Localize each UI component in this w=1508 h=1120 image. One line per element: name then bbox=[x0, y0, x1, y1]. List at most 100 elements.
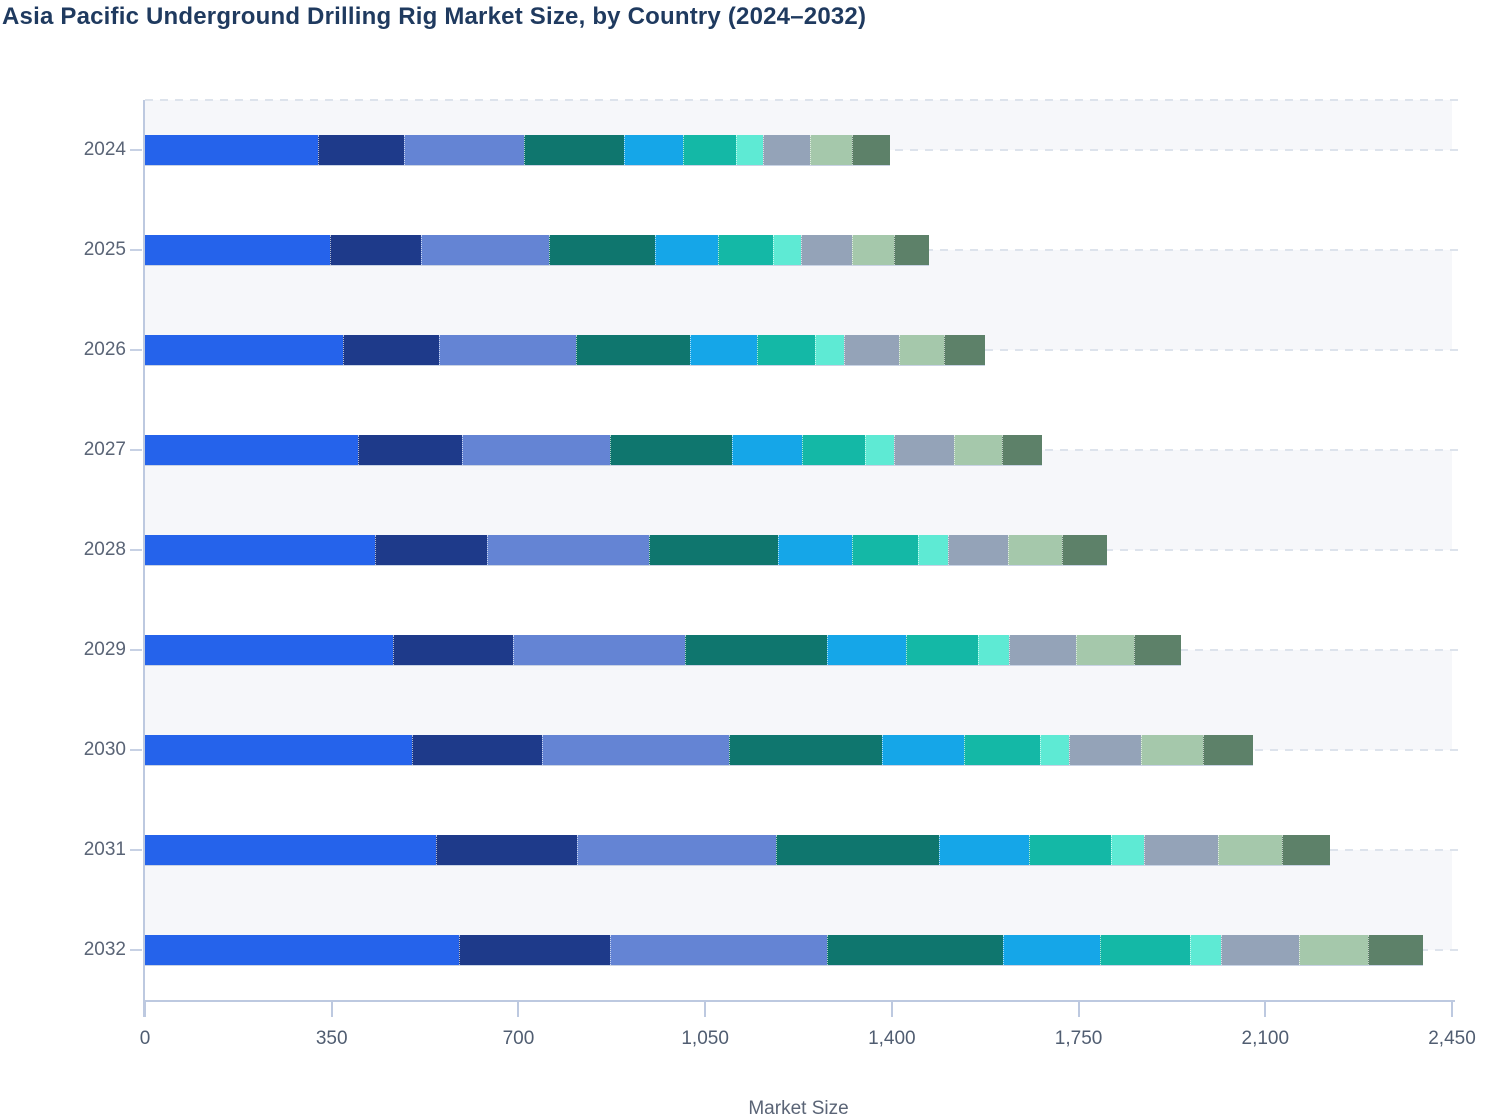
y-tick-label-2030: 2030 bbox=[83, 739, 126, 760]
bar-segment-2026-s5[interactable] bbox=[690, 335, 758, 365]
bar-segment-2031-s10[interactable] bbox=[1282, 835, 1331, 865]
bar-segment-2024-s4[interactable] bbox=[523, 135, 625, 165]
bar-segment-2025-s9[interactable] bbox=[851, 235, 895, 265]
bar-segment-2029-s5[interactable] bbox=[826, 635, 906, 665]
bar-segment-2029-s8[interactable] bbox=[1008, 635, 1077, 665]
x-tick-label: 0 bbox=[139, 1028, 151, 1049]
bar-segment-2031-s1[interactable] bbox=[145, 835, 436, 865]
bar-segment-2026-s7[interactable] bbox=[814, 335, 844, 365]
x-tick-label: 700 bbox=[502, 1028, 535, 1049]
bar-segment-2028-s9[interactable] bbox=[1008, 535, 1062, 565]
bar-segment-2026-s1[interactable] bbox=[145, 335, 343, 365]
bar-segment-2029-s3[interactable] bbox=[512, 635, 685, 665]
bar-segment-2024-s9[interactable] bbox=[809, 135, 853, 165]
bar-segment-2032-s9[interactable] bbox=[1299, 935, 1369, 965]
bar-segment-2032-s6[interactable] bbox=[1099, 935, 1191, 965]
bar-segment-2028-s3[interactable] bbox=[486, 535, 650, 565]
bar-segment-2025-s4[interactable] bbox=[549, 235, 655, 265]
bar-segment-2030-s3[interactable] bbox=[541, 735, 730, 765]
bar-segment-2027-s1[interactable] bbox=[145, 435, 358, 465]
x-tick bbox=[517, 1002, 520, 1017]
bar-segment-2025-s3[interactable] bbox=[421, 235, 550, 265]
bar-segment-2025-s5[interactable] bbox=[654, 235, 718, 265]
bar-segment-2032-s1[interactable] bbox=[145, 935, 460, 965]
bar-segment-2025-s7[interactable] bbox=[772, 235, 801, 265]
bar-segment-2031-s3[interactable] bbox=[577, 835, 776, 865]
bar-segment-2030-s7[interactable] bbox=[1040, 735, 1070, 765]
bar-segment-2025-s6[interactable] bbox=[717, 235, 773, 265]
bar-segment-2030-s1[interactable] bbox=[145, 735, 413, 765]
bar-segment-2028-s10[interactable] bbox=[1061, 535, 1108, 565]
bar-segment-2031-s9[interactable] bbox=[1218, 835, 1283, 865]
bar-segment-2031-s6[interactable] bbox=[1029, 835, 1112, 865]
bar-segment-2028-s7[interactable] bbox=[917, 535, 949, 565]
bar-segment-2029-s2[interactable] bbox=[393, 635, 513, 665]
bar-segment-2025-s2[interactable] bbox=[329, 235, 422, 265]
bar-segment-2028-s4[interactable] bbox=[649, 535, 778, 565]
bar-segment-2030-s8[interactable] bbox=[1069, 735, 1142, 765]
bar-segment-2032-s3[interactable] bbox=[610, 935, 827, 965]
bar-segment-2027-s4[interactable] bbox=[609, 435, 732, 465]
bar-segment-2030-s2[interactable] bbox=[412, 735, 542, 765]
bar-segment-2031-s4[interactable] bbox=[775, 835, 940, 865]
bar-segment-2030-s5[interactable] bbox=[881, 735, 965, 765]
bar-segment-2025-s1[interactable] bbox=[145, 235, 330, 265]
bar-segment-2026-s2[interactable] bbox=[342, 335, 439, 365]
bar-segment-2029-s7[interactable] bbox=[978, 635, 1009, 665]
bar-segment-2028-s1[interactable] bbox=[145, 535, 375, 565]
bar-segment-2026-s10[interactable] bbox=[944, 335, 985, 365]
bar-segment-2024-s3[interactable] bbox=[403, 135, 524, 165]
bar-segment-2027-s3[interactable] bbox=[462, 435, 610, 465]
x-tick-label: 1,050 bbox=[681, 1028, 729, 1049]
bar-segment-2024-s5[interactable] bbox=[624, 135, 683, 165]
bar-segment-2026-s6[interactable] bbox=[757, 335, 815, 365]
bar-segment-2026-s3[interactable] bbox=[438, 335, 577, 365]
bar-segment-2032-s5[interactable] bbox=[1002, 935, 1100, 965]
bar-segment-2029-s10[interactable] bbox=[1134, 635, 1181, 665]
bar-segment-2027-s10[interactable] bbox=[1001, 435, 1042, 465]
bar-segment-2027-s5[interactable] bbox=[731, 435, 803, 465]
bar-segment-2027-s2[interactable] bbox=[357, 435, 463, 465]
bar-segment-2024-s10[interactable] bbox=[852, 135, 890, 165]
bar-segment-2029-s1[interactable] bbox=[145, 635, 394, 665]
bar-segment-2032-s4[interactable] bbox=[826, 935, 1003, 965]
bar-segment-2028-s2[interactable] bbox=[374, 535, 487, 565]
bar-segment-2030-s6[interactable] bbox=[964, 735, 1041, 765]
bar-segment-2027-s9[interactable] bbox=[953, 435, 1002, 465]
bar-segment-2031-s2[interactable] bbox=[435, 835, 578, 865]
bar-segment-2030-s10[interactable] bbox=[1202, 735, 1253, 765]
bar-segment-2026-s9[interactable] bbox=[898, 335, 945, 365]
bar-segment-2032-s7[interactable] bbox=[1190, 935, 1221, 965]
bar-segment-2032-s10[interactable] bbox=[1368, 935, 1424, 965]
y-tick-label-2032: 2032 bbox=[83, 939, 126, 960]
bar-segment-2025-s10[interactable] bbox=[894, 235, 930, 265]
x-tick bbox=[144, 1002, 146, 1017]
bar-segment-2028-s5[interactable] bbox=[777, 535, 853, 565]
bar-segment-2032-s2[interactable] bbox=[459, 935, 611, 965]
bar-segment-2029-s6[interactable] bbox=[905, 635, 979, 665]
bar-segment-2024-s2[interactable] bbox=[318, 135, 404, 165]
bar-segment-2032-s8[interactable] bbox=[1220, 935, 1300, 965]
bar-segment-2025-s8[interactable] bbox=[800, 235, 852, 265]
y-tick bbox=[130, 349, 142, 351]
bar-segment-2026-s8[interactable] bbox=[843, 335, 899, 365]
bar-segment-2030-s4[interactable] bbox=[729, 735, 882, 765]
x-tick bbox=[1264, 1002, 1267, 1017]
bar-segment-2024-s8[interactable] bbox=[762, 135, 810, 165]
bar-segment-2024-s7[interactable] bbox=[736, 135, 763, 165]
row-stripe bbox=[145, 650, 1452, 750]
bar-segment-2031-s5[interactable] bbox=[939, 835, 1030, 865]
bar-segment-2028-s8[interactable] bbox=[948, 535, 1009, 565]
bar-segment-2026-s4[interactable] bbox=[576, 335, 691, 365]
bar-segment-2027-s7[interactable] bbox=[865, 435, 894, 465]
bar-segment-2030-s9[interactable] bbox=[1141, 735, 1203, 765]
bar-segment-2029-s9[interactable] bbox=[1076, 635, 1134, 665]
bar-segment-2028-s6[interactable] bbox=[852, 535, 918, 565]
bar-segment-2024-s6[interactable] bbox=[682, 135, 737, 165]
bar-segment-2024-s1[interactable] bbox=[145, 135, 319, 165]
bar-segment-2027-s8[interactable] bbox=[893, 435, 954, 465]
bar-segment-2029-s4[interactable] bbox=[684, 635, 827, 665]
bar-segment-2031-s8[interactable] bbox=[1143, 835, 1219, 865]
bar-segment-2031-s7[interactable] bbox=[1111, 835, 1144, 865]
bar-segment-2027-s6[interactable] bbox=[802, 435, 866, 465]
